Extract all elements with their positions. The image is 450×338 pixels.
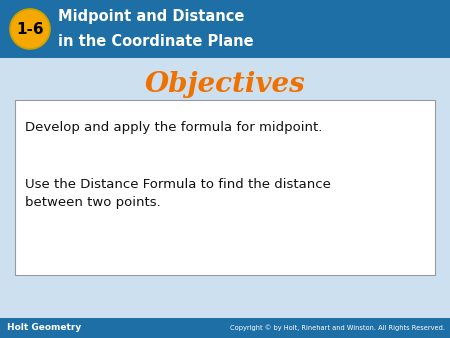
Text: Midpoint and Distance: Midpoint and Distance: [58, 8, 244, 24]
Text: Objectives: Objectives: [144, 71, 306, 97]
Ellipse shape: [10, 9, 50, 49]
Bar: [0, 318, 450, 338]
Text: Copyright © by Holt, Rinehart and Winston. All Rights Reserved.: Copyright © by Holt, Rinehart and Winsto…: [230, 325, 445, 331]
Text: Use the Distance Formula to find the distance
between two points.: Use the Distance Formula to find the dis…: [25, 178, 331, 209]
Text: Develop and apply the formula for midpoint.: Develop and apply the formula for midpoi…: [25, 121, 322, 135]
Bar: [0, 0, 450, 58]
Text: Holt Geometry: Holt Geometry: [7, 323, 81, 333]
Text: in the Coordinate Plane: in the Coordinate Plane: [58, 34, 254, 49]
FancyBboxPatch shape: [15, 100, 435, 275]
Text: 1-6: 1-6: [16, 22, 44, 37]
